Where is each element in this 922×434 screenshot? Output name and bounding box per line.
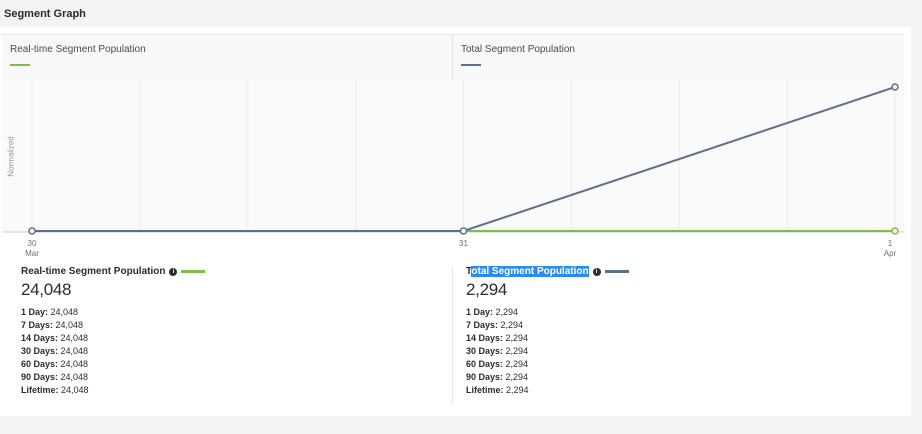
stats-swatch-realtime	[181, 270, 206, 273]
data-point	[459, 227, 468, 235]
stats-divider	[452, 266, 453, 404]
stats-row-label: Lifetime:	[466, 385, 504, 395]
line-chart	[2, 80, 904, 235]
x-tick-label: 30 Mar	[17, 239, 47, 259]
x-tick-text: Mar	[25, 249, 39, 258]
stats-row: 90 Days: 2,294	[466, 371, 629, 384]
data-point	[28, 227, 36, 235]
stats-rows-realtime: 1 Day: 24,048 7 Days: 24,048 14 Days: 24,0…	[21, 306, 205, 397]
stats-realtime: Real-time Segment Population i 24,048 1 …	[21, 266, 206, 397]
x-tick-text: 1	[887, 239, 893, 248]
stats-row-label: 14 Days:	[466, 333, 504, 343]
stats-row: 1 Day: 2,294	[466, 306, 629, 319]
stats-row: 30 Days: 24,048	[21, 345, 205, 358]
stats-row-label: 60 Days:	[466, 359, 504, 369]
data-point	[891, 83, 899, 91]
stats-row-label: 30 Days:	[466, 346, 504, 356]
stats-rows-total: 1 Day: 2,294 7 Days: 2,294 14 Days: 2,294 3…	[466, 306, 629, 397]
stats-row: 60 Days: 24,048	[21, 358, 205, 371]
stats-row: Lifetime: 2,294	[466, 384, 629, 397]
stats-row-label: 1 Day:	[466, 307, 494, 317]
info-icon[interactable]: i	[592, 267, 601, 276]
stats-row-value: 2,294	[503, 385, 529, 395]
x-tick-text: 30	[27, 239, 37, 248]
stats-row-label: 60 Days:	[21, 359, 59, 369]
stats-row: 7 Days: 24,048	[21, 319, 205, 332]
stats-label-total-head: Total Segment Population	[466, 266, 589, 277]
legend-swatch-total	[461, 64, 481, 66]
stats-name-realtime: Real-time Segment Population i	[21, 266, 206, 277]
stats-row-value: 24,048	[53, 320, 84, 330]
stats-row-label: 30 Days:	[21, 346, 59, 356]
legend-item-total[interactable]: Total Segment Population	[461, 44, 575, 55]
stats-row-label: 90 Days:	[21, 372, 59, 382]
stats-row-value: 2,294	[498, 320, 524, 330]
stats-total: Total Segment Population i 2,294 1 Day: …	[466, 266, 629, 397]
stats-total-total: 2,294	[466, 280, 508, 299]
stats-row-value: 2,294	[503, 346, 529, 356]
x-tick-text: Apr	[883, 249, 897, 258]
stats-row: 30 Days: 2,294	[466, 345, 629, 358]
stats-row-value: 24,048	[58, 385, 89, 395]
legend-item-realtime[interactable]: Real-time Segment Population	[10, 44, 146, 55]
stats-total-realtime: 24,048	[21, 280, 72, 299]
stats-row-label: 7 Days:	[466, 320, 499, 330]
stats-row: 1 Day: 24,048	[21, 306, 205, 319]
stats-row-label: Lifetime:	[21, 385, 59, 395]
stats-row-value: 24,048	[58, 346, 89, 356]
data-point	[891, 227, 899, 235]
stats-row-label: 1 Day:	[21, 307, 49, 317]
stats-row-value: 24,048	[58, 372, 89, 382]
stats-swatch-total	[604, 270, 629, 273]
chart-legend-bar	[2, 34, 904, 81]
stats-row-value: 24,048	[58, 333, 89, 343]
legend-swatch-realtime	[10, 64, 30, 66]
stats-row: 14 Days: 2,294	[466, 332, 629, 345]
stats-row: Lifetime: 24,048	[21, 384, 205, 397]
stats-name-total: Total Segment Population i	[466, 266, 629, 277]
stats-label-total-selected: otal Segment Population	[471, 266, 589, 277]
stats-row-value: 24,048	[58, 359, 89, 369]
info-icon[interactable]: i	[169, 267, 178, 276]
legend-divider	[452, 34, 453, 80]
x-tick-text: 31	[459, 239, 468, 248]
stats-row-value: 2,294	[503, 333, 529, 343]
stats-row-label: 7 Days:	[21, 320, 54, 330]
stats-row: 60 Days: 2,294	[466, 358, 629, 371]
stats-row-value: 2,294	[493, 307, 519, 317]
stats-row: 14 Days: 24,048	[21, 332, 205, 345]
stats-row-label: 90 Days:	[466, 372, 504, 382]
chart-plot-area	[2, 80, 904, 232]
stats-label-realtime: Real-time Segment Population	[21, 266, 166, 277]
stats-row: 90 Days: 24,048	[21, 371, 205, 384]
x-tick-label: 31	[449, 239, 479, 249]
stats-row-value: 24,048	[48, 307, 79, 317]
stats-row-value: 2,294	[503, 359, 529, 369]
page-title: Segment Graph	[4, 8, 86, 20]
stats-row-label: 14 Days:	[21, 333, 59, 343]
stats-row-value: 2,294	[503, 372, 529, 382]
stats-row: 7 Days: 2,294	[466, 319, 629, 332]
x-tick-label: 1 Apr	[875, 239, 905, 259]
